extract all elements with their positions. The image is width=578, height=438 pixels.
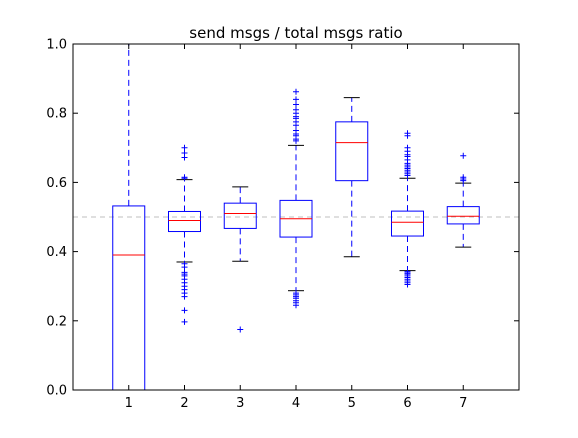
- outlier-point: [293, 88, 299, 95]
- iqr-box: [112, 205, 146, 391]
- outlier-point: [237, 326, 244, 333]
- outlier-point: [460, 152, 467, 159]
- outlier-point: [181, 175, 188, 182]
- outlier-point: [181, 307, 188, 314]
- outlier-point: [293, 137, 299, 144]
- outlier-point: [404, 172, 411, 179]
- outlier-point: [181, 154, 188, 161]
- chart-title: send msgs / total msgs ratio: [189, 24, 402, 42]
- outlier-point: [404, 281, 411, 288]
- y-tick-label: 0.8: [46, 107, 67, 122]
- outlier-point: [181, 293, 188, 300]
- outlier-point: [293, 96, 299, 103]
- iqr-box: [223, 202, 257, 229]
- plot-area: 0.0 0.2 0.4 0.6 0.8 1.0 1 2 3 4 5 6 7: [46, 38, 520, 411]
- x-tick-label: 6: [403, 396, 411, 411]
- iqr-box: [391, 210, 424, 237]
- iqr-box: [446, 206, 480, 225]
- box-group-5: [335, 97, 369, 258]
- y-tick-label: 0.4: [46, 245, 67, 260]
- x-tick-label: 7: [459, 396, 467, 411]
- outlier-point: [293, 122, 299, 129]
- x-tick-label: 5: [348, 396, 356, 411]
- box-group-6: [391, 130, 424, 288]
- y-tick-label: 0.6: [46, 176, 67, 191]
- iqr-box: [335, 121, 369, 182]
- outlier-point: [293, 101, 299, 108]
- x-tick-label: 1: [125, 396, 133, 411]
- outlier-point: [181, 318, 188, 325]
- y-tick-label: 1.0: [46, 38, 67, 53]
- box-group-3: [223, 186, 257, 333]
- box-group-4: [279, 88, 313, 309]
- outlier-point: [293, 302, 299, 309]
- iqr-box: [168, 210, 201, 233]
- outlier-point: [181, 144, 188, 151]
- outlier-point: [404, 132, 411, 139]
- box-group-7: [446, 152, 480, 248]
- x-tick-label: 3: [236, 396, 244, 411]
- y-tick-label: 0.0: [46, 384, 67, 399]
- x-tick-label: 2: [180, 396, 188, 411]
- y-tick-label: 0.2: [46, 314, 67, 329]
- box-group-2: [168, 144, 201, 325]
- x-tick-label: 4: [292, 396, 300, 411]
- outlier-point: [181, 264, 188, 271]
- outlier-point: [460, 177, 467, 184]
